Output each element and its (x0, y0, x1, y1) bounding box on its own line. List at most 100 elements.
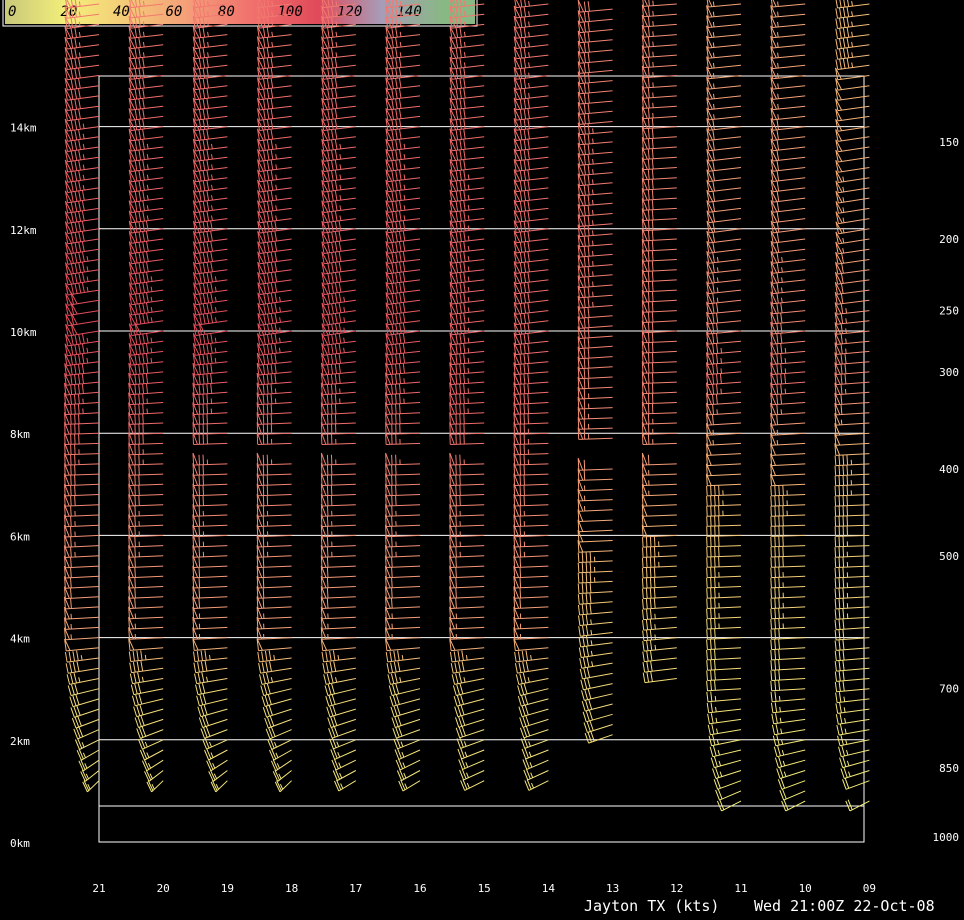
wind-barb (581, 688, 613, 701)
wind-barb (837, 734, 870, 747)
wind-barb (839, 756, 870, 769)
wind-barb (641, 473, 677, 486)
wind-barb (706, 691, 742, 703)
wind-barb (64, 372, 100, 386)
wind-barb (449, 534, 485, 548)
wind-barb (449, 606, 485, 620)
wind-barb (64, 382, 100, 396)
wind-barb (321, 128, 356, 142)
wind-barb (834, 352, 870, 365)
wind-barb (192, 46, 228, 60)
wind-barb (192, 5, 228, 19)
wind-barb (73, 726, 100, 740)
wind-barb (641, 391, 677, 405)
pressure-label: 250 (939, 305, 959, 318)
wind-barb (580, 678, 613, 691)
wind-barb (321, 282, 356, 295)
wind-barb (192, 575, 228, 589)
wind-barb (321, 251, 356, 265)
speed-legend: 0 20 40 60 80 100 120 140 (2, 0, 478, 27)
wind-barb (706, 35, 742, 49)
wind-barb (577, 71, 613, 85)
wind-barb (577, 183, 613, 197)
wind-barb (579, 667, 613, 680)
pressure-label: 150 (939, 136, 959, 149)
wind-barb (770, 301, 806, 315)
wind-barb (449, 118, 485, 131)
wind-barb (385, 56, 421, 70)
wind-barb (137, 737, 164, 750)
wind-barb (513, 66, 549, 80)
wind-barb (706, 210, 742, 224)
wind-barb (321, 302, 356, 316)
wind-barb (449, 392, 485, 405)
wind-barb (256, 412, 292, 425)
wind-barb (449, 412, 485, 425)
wind-barb (387, 672, 421, 685)
wind-barb (641, 167, 677, 181)
wind-barb (706, 639, 742, 651)
wind-barb (64, 392, 100, 406)
wind-barb (577, 572, 613, 584)
wind-barb (385, 159, 421, 172)
wind-barb (128, 616, 164, 630)
wind-barb (322, 661, 356, 674)
wind-barb (259, 672, 292, 685)
wind-barb (776, 767, 806, 779)
wind-barb (706, 341, 742, 355)
wind-barb (770, 311, 806, 325)
wind-barb (834, 567, 870, 579)
wind-barb (385, 650, 421, 663)
wind-barb (256, 596, 292, 609)
wind-barb (385, 514, 421, 527)
wind-barb (321, 5, 356, 19)
wind-barb (64, 159, 100, 173)
wind-barb (449, 301, 485, 315)
wind-barb (320, 514, 356, 527)
wind-barb (64, 363, 100, 376)
wind-barb (513, 138, 549, 152)
wind-barb (256, 452, 292, 466)
wind-barb (835, 241, 870, 255)
wind-barb (257, 333, 292, 346)
wind-barb (834, 536, 870, 548)
wind-barb (385, 292, 421, 305)
wind-barb (513, 118, 549, 131)
wind-barb (385, 302, 421, 316)
wind-barb (513, 493, 549, 507)
wind-barb (835, 139, 870, 153)
wind-barb (390, 704, 421, 718)
wind-barb (641, 116, 677, 130)
wind-barb (257, 210, 292, 224)
wind-barb (641, 106, 677, 120)
wind-barb (64, 504, 100, 517)
wind-barb (321, 333, 356, 346)
wind-profile-11 (706, 0, 742, 812)
wind-barb (521, 747, 549, 760)
wind-barb (64, 545, 100, 558)
wind-barb (65, 251, 100, 265)
wind-barb (64, 627, 100, 641)
wind-barb (257, 342, 292, 356)
wind-barb (578, 625, 613, 637)
wind-barb (513, 555, 549, 568)
wind-barb (449, 524, 485, 538)
wind-barb (706, 628, 742, 640)
wind-barb (584, 730, 613, 744)
wind-barb (449, 514, 485, 527)
wind-barb (513, 128, 549, 141)
wind-barb (770, 210, 806, 224)
footer: Jayton TX (kts) Wed 21:00Z 22-Oct-08 (584, 897, 935, 915)
wind-barb (513, 46, 549, 60)
wind-barb (577, 376, 613, 390)
wind-barb (706, 485, 742, 497)
wind-barb (257, 118, 292, 131)
wind-barb (128, 534, 164, 548)
wind-barb (385, 97, 421, 111)
wind-barb (513, 97, 549, 111)
wind-barb (78, 759, 100, 772)
wind-barb (321, 15, 356, 29)
wind-barb (385, 169, 421, 183)
wind-barb (256, 392, 292, 406)
wind-barb (449, 220, 485, 233)
